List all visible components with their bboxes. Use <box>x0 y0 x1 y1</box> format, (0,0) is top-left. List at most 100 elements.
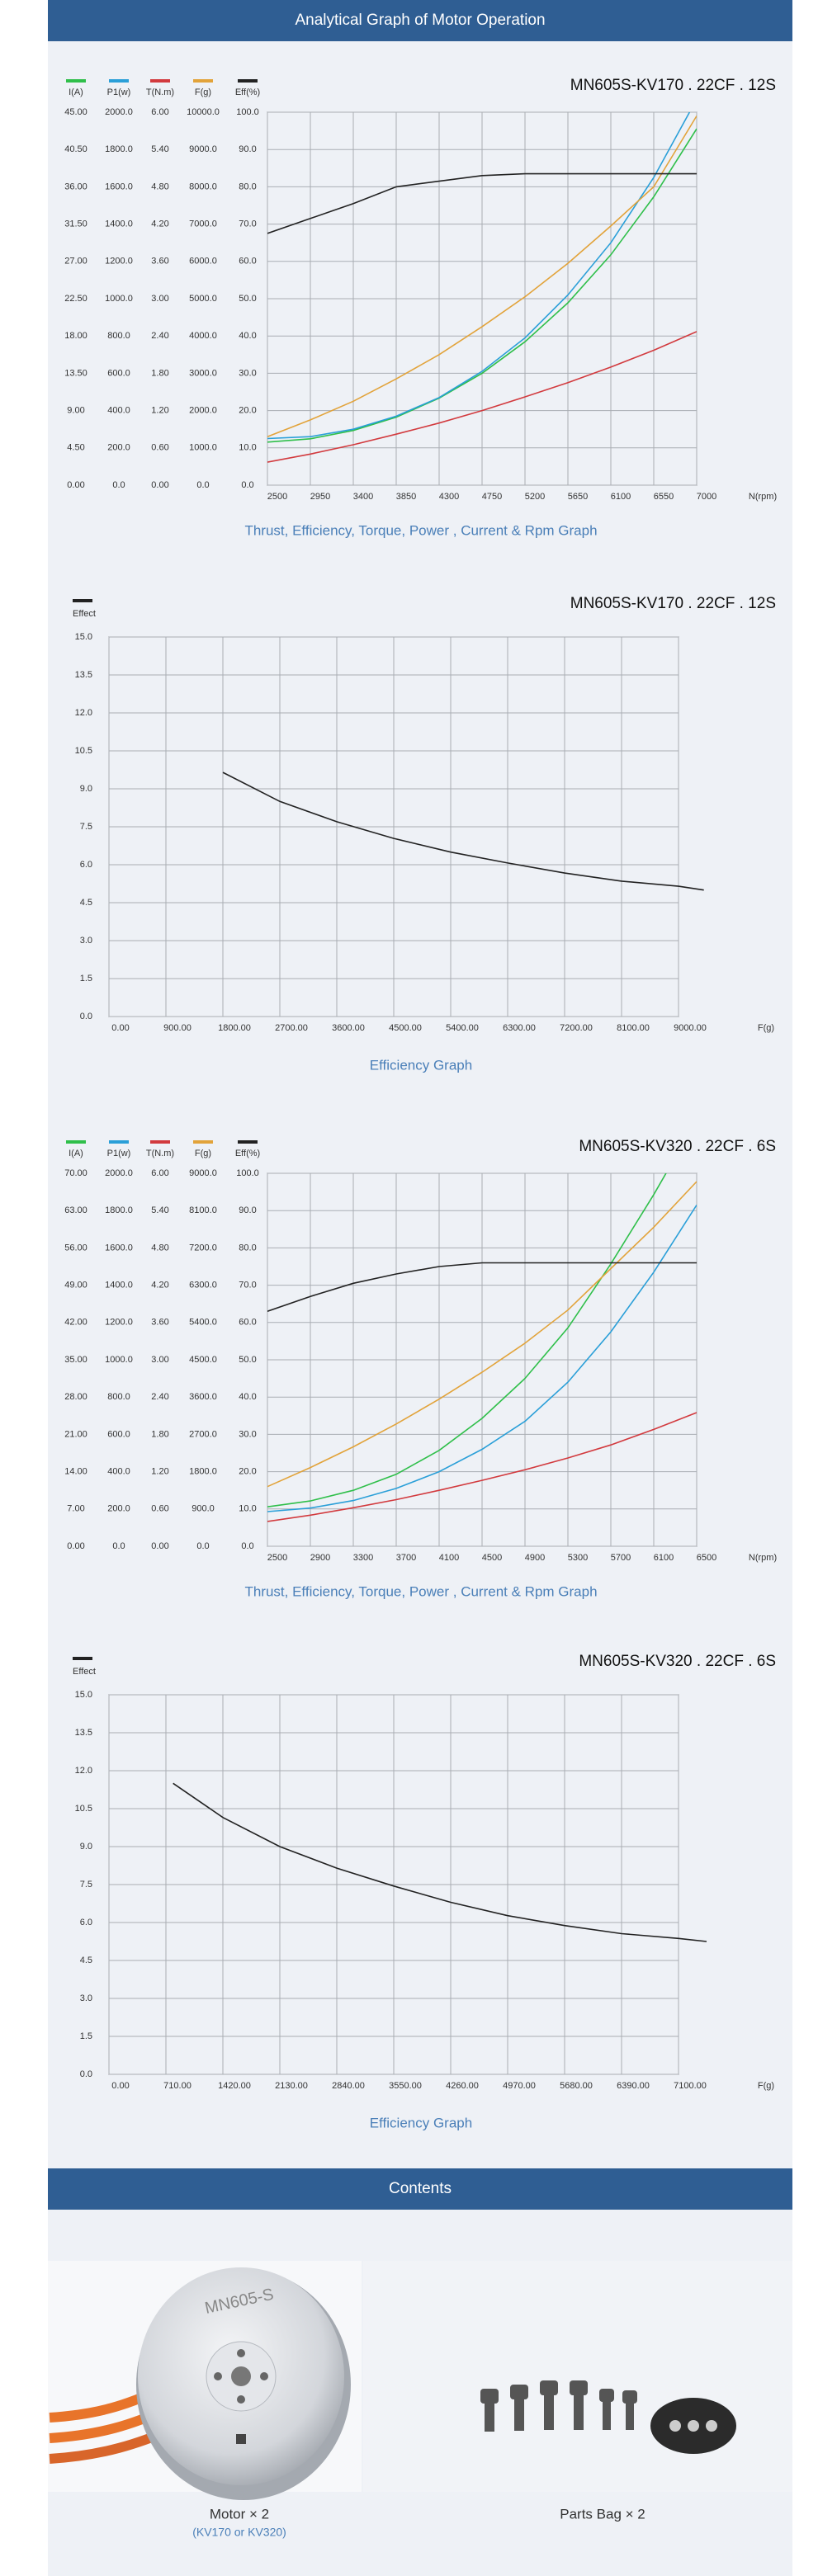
item-note: (KV170 or KV320) <box>192 2526 286 2539</box>
legend-swatch <box>193 79 213 83</box>
y-tick-label: 60.0 <box>239 1318 256 1328</box>
y-tick-label: 40.0 <box>239 1392 256 1402</box>
y-tick-label: 7.5 <box>80 822 92 832</box>
y-tick-label: 6300.0 <box>189 1281 217 1290</box>
series-line <box>173 1782 707 1942</box>
y-tick-label: 80.0 <box>239 182 256 191</box>
y-tick-label: 10.5 <box>75 1804 92 1814</box>
y-tick-label: 600.0 <box>107 368 130 378</box>
x-tick-label: 2500 <box>267 492 287 502</box>
legend-label: T(N.m) <box>146 1149 174 1158</box>
x-tick-label: 4300 <box>439 492 459 502</box>
x-tick-label: 7100.00 <box>674 2081 707 2091</box>
y-tick-label: 6.0 <box>80 1918 92 1927</box>
legend-label: Eff(%) <box>235 1149 260 1158</box>
y-tick-label: 1.20 <box>151 1467 168 1477</box>
y-tick-label: 10000.0 <box>187 107 220 117</box>
y-tick-label: 0.00 <box>67 1541 84 1551</box>
legend-swatch <box>109 1140 129 1144</box>
x-tick-label: 5680.00 <box>560 2081 593 2091</box>
y-tick-label: 36.00 <box>64 182 87 191</box>
contents-bar <box>48 2168 792 2210</box>
y-tick-label: 0.0 <box>112 480 125 490</box>
y-tick-label: 8000.0 <box>189 182 217 191</box>
y-tick-label: 15.0 <box>75 1690 92 1700</box>
x-tick-label: 3700 <box>396 1553 416 1563</box>
y-tick-label: 1.80 <box>151 1429 168 1439</box>
legend-swatch <box>109 79 129 83</box>
y-tick-label: 0.60 <box>151 443 168 453</box>
series-line <box>267 1173 667 1507</box>
legend-label: P1(w) <box>107 1149 131 1158</box>
item-label: Parts Bag × 2 <box>560 2506 645 2522</box>
y-tick-label: 4.20 <box>151 1281 168 1290</box>
y-tick-label: 12.0 <box>75 708 92 718</box>
y-tick-label: 1.5 <box>80 974 92 984</box>
x-tick-label: 900.00 <box>163 1023 192 1033</box>
y-tick-label: 900.0 <box>192 1504 215 1514</box>
y-tick-label: 3600.0 <box>189 1392 217 1402</box>
y-tick-label: 200.0 <box>107 1504 130 1514</box>
y-tick-label: 1600.0 <box>105 1243 133 1253</box>
chart-title: MN605S-KV170 . 22CF . 12S <box>570 595 776 612</box>
y-tick-label: 27.00 <box>64 257 87 267</box>
y-tick-label: 0.0 <box>80 1012 92 1021</box>
y-tick-label: 80.0 <box>239 1243 256 1253</box>
y-tick-label: 1200.0 <box>105 1318 133 1328</box>
x-tick-label: 1420.00 <box>218 2081 251 2091</box>
y-tick-label: 4.5 <box>80 898 92 908</box>
y-tick-label: 3.60 <box>151 1318 168 1328</box>
y-tick-label: 2000.0 <box>105 1168 133 1178</box>
y-tick-label: 0.0 <box>112 1541 125 1551</box>
y-tick-label: 1400.0 <box>105 1281 133 1290</box>
x-axis-label: N(rpm) <box>749 1553 777 1563</box>
chart-caption: Thrust, Efficiency, Torque, Power , Curr… <box>244 1583 597 1599</box>
x-tick-label: 7000 <box>697 492 716 502</box>
x-tick-label: 2900 <box>310 1553 330 1563</box>
y-tick-label: 2000.0 <box>105 107 133 117</box>
x-tick-label: 5400.00 <box>446 1023 479 1033</box>
legend-swatch <box>73 599 92 602</box>
y-tick-label: 3.0 <box>80 1993 92 2003</box>
y-tick-label: 56.00 <box>64 1243 87 1253</box>
x-tick-label: 2950 <box>310 492 330 502</box>
y-tick-label: 10.5 <box>75 746 92 756</box>
y-tick-label: 1800.0 <box>105 1205 133 1215</box>
y-tick-label: 18.00 <box>64 331 87 341</box>
header-title: Analytical Graph of Motor Operation <box>295 12 545 29</box>
x-tick-label: 4900 <box>525 1553 545 1563</box>
y-tick-label: 400.0 <box>107 406 130 416</box>
y-tick-label: 40.50 <box>64 144 87 154</box>
y-tick-label: 1000.0 <box>189 443 217 453</box>
y-tick-label: 7.5 <box>80 1880 92 1890</box>
legend-label: T(N.m) <box>146 87 174 97</box>
x-tick-label: 6550 <box>654 492 674 502</box>
y-tick-label: 1.80 <box>151 368 168 378</box>
y-tick-label: 3.60 <box>151 257 168 267</box>
x-tick-label: 2130.00 <box>275 2081 308 2091</box>
y-tick-label: 4500.0 <box>189 1355 217 1365</box>
x-tick-label: 3400 <box>353 492 373 502</box>
y-tick-label: 42.00 <box>64 1318 87 1328</box>
y-tick-label: 3.00 <box>151 294 168 304</box>
x-axis-label: F(g) <box>758 1023 774 1033</box>
y-tick-label: 30.0 <box>239 1429 256 1439</box>
y-tick-label: 3.00 <box>151 1355 168 1365</box>
x-axis-label: N(rpm) <box>749 492 777 502</box>
x-tick-label: 5300 <box>568 1553 588 1563</box>
y-tick-label: 4.50 <box>67 443 84 453</box>
x-tick-label: 6100 <box>654 1553 674 1563</box>
y-tick-label: 50.0 <box>239 1355 256 1365</box>
y-tick-label: 4.80 <box>151 1243 168 1253</box>
x-tick-label: 1800.00 <box>218 1023 251 1033</box>
legend-label: I(A) <box>69 1149 83 1158</box>
y-tick-label: 22.50 <box>64 294 87 304</box>
parts-image <box>480 2380 736 2454</box>
x-tick-label: 6100 <box>611 492 631 502</box>
y-tick-label: 0.00 <box>67 480 84 490</box>
x-tick-label: 710.00 <box>163 2081 192 2091</box>
y-tick-label: 13.5 <box>75 1728 92 1738</box>
y-tick-label: 4.20 <box>151 219 168 229</box>
y-tick-label: 1000.0 <box>105 1355 133 1365</box>
